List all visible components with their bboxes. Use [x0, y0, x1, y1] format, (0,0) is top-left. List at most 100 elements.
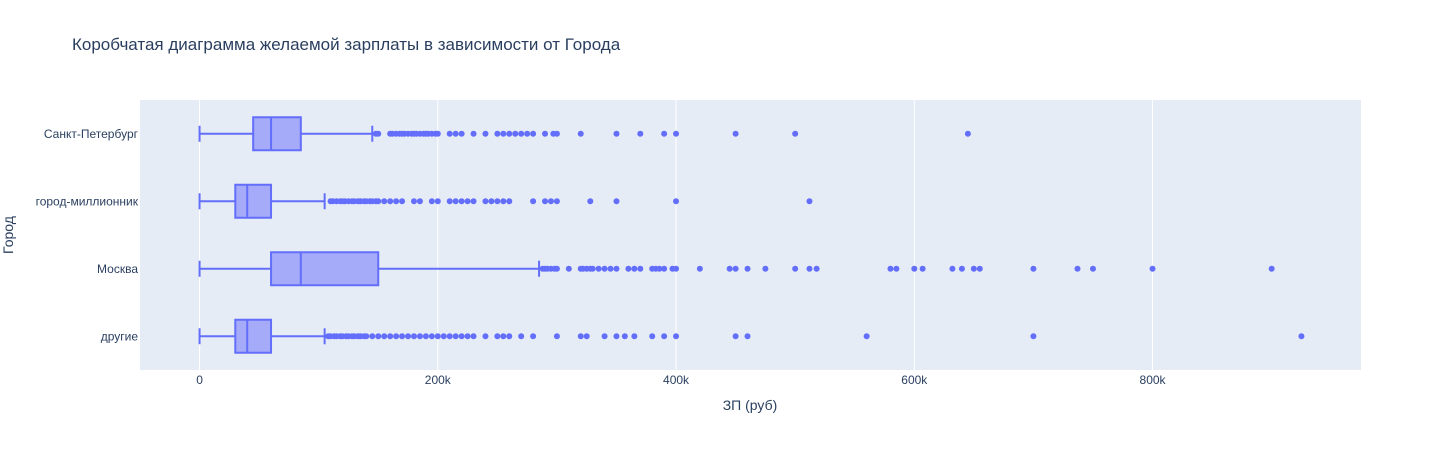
- outlier-point: [494, 198, 501, 205]
- outlier-point: [363, 333, 370, 340]
- outlier-point: [530, 198, 537, 205]
- box-group: [198, 318, 1305, 354]
- outlier-point: [661, 265, 668, 272]
- outlier-point: [553, 265, 560, 272]
- outlier-point: [1268, 265, 1275, 272]
- iqr-box: [234, 318, 273, 354]
- outlier-point: [893, 265, 900, 272]
- outlier-point: [416, 333, 423, 340]
- x-tick-label: 200k: [425, 373, 452, 387]
- outlier-point: [732, 130, 739, 137]
- outlier-point: [410, 198, 417, 205]
- outlier-point: [601, 265, 608, 272]
- outlier-point: [524, 130, 531, 137]
- outlier-point: [958, 265, 965, 272]
- outlier-point: [553, 130, 560, 137]
- x-tick-label: 800k: [1140, 373, 1167, 387]
- outlier-point: [732, 265, 739, 272]
- box-group: [198, 251, 1275, 287]
- outlier-point: [631, 333, 638, 340]
- outlier-point: [482, 198, 489, 205]
- outlier-point: [482, 130, 489, 137]
- outlier-point: [621, 333, 628, 340]
- outlier-point: [488, 198, 495, 205]
- outlier-point: [949, 265, 956, 272]
- x-tick-labels: 0 200k 400k 600k 800k: [196, 373, 1166, 387]
- outlier-point: [1030, 333, 1037, 340]
- plot-area: [140, 100, 1361, 370]
- outlier-point: [458, 198, 465, 205]
- outlier-point: [470, 333, 477, 340]
- outlier-point: [613, 265, 620, 272]
- outlier-point: [673, 265, 680, 272]
- x-axis-title: ЗП (руб): [723, 397, 778, 413]
- outlier-point: [625, 265, 632, 272]
- x-tick-label: 0: [196, 373, 203, 387]
- iqr-box: [270, 251, 380, 287]
- outlier-point: [696, 265, 703, 272]
- outlier-point: [587, 198, 594, 205]
- y-tick-label: Санкт-Петербург: [44, 127, 139, 141]
- outlier-point: [458, 130, 465, 137]
- outlier-point: [446, 130, 453, 137]
- outlier-point: [464, 333, 471, 340]
- outlier-point: [577, 333, 584, 340]
- outlier-point: [964, 130, 971, 137]
- outlier-point: [813, 265, 820, 272]
- outlier-point: [405, 333, 412, 340]
- outlier-point: [1298, 333, 1305, 340]
- outlier-point: [470, 198, 477, 205]
- outlier-point: [518, 130, 525, 137]
- outlier-point: [422, 333, 429, 340]
- outlier-point: [381, 333, 388, 340]
- outlier-point: [518, 333, 525, 340]
- outlier-point: [649, 333, 656, 340]
- y-tick-label: Москва: [97, 262, 138, 276]
- outlier-point: [458, 333, 465, 340]
- outlier-point: [589, 265, 596, 272]
- outlier-point: [452, 130, 459, 137]
- outlier-point: [542, 198, 549, 205]
- outlier-point: [601, 333, 608, 340]
- outlier-point: [661, 333, 668, 340]
- outlier-point: [613, 198, 620, 205]
- outlier-point: [482, 333, 489, 340]
- y-axis-title: Город: [0, 216, 16, 254]
- outlier-point: [387, 198, 394, 205]
- outlier-point: [613, 333, 620, 340]
- outlier-point: [661, 130, 668, 137]
- outlier-point: [434, 333, 441, 340]
- outlier-point: [673, 333, 680, 340]
- outlier-point: [434, 130, 441, 137]
- outlier-point: [428, 333, 435, 340]
- box-group: [198, 183, 813, 219]
- outlier-point: [976, 265, 983, 272]
- outlier-point: [512, 130, 519, 137]
- outlier-point: [744, 333, 751, 340]
- outlier-point: [375, 198, 382, 205]
- outlier-point: [1149, 265, 1156, 272]
- outlier-point: [607, 265, 614, 272]
- outlier-point: [792, 130, 799, 137]
- outlier-point: [530, 333, 537, 340]
- outlier-point: [440, 333, 447, 340]
- outlier-point: [887, 265, 894, 272]
- outlier-point: [637, 265, 644, 272]
- outlier-point: [553, 198, 560, 205]
- outlier-point: [565, 265, 572, 272]
- x-tick-label: 400k: [663, 373, 690, 387]
- outlier-point: [410, 333, 417, 340]
- outlier-point: [583, 333, 590, 340]
- outlier-point: [452, 198, 459, 205]
- outlier-point: [494, 333, 501, 340]
- chart-title: Коробчатая диаграмма желаемой зарплаты в…: [72, 35, 621, 54]
- outlier-point: [375, 333, 382, 340]
- outlier-point: [387, 333, 394, 340]
- outlier-point: [732, 333, 739, 340]
- outlier-point: [393, 198, 400, 205]
- outlier-point: [428, 198, 435, 205]
- outlier-point: [595, 265, 602, 272]
- outlier-point: [970, 265, 977, 272]
